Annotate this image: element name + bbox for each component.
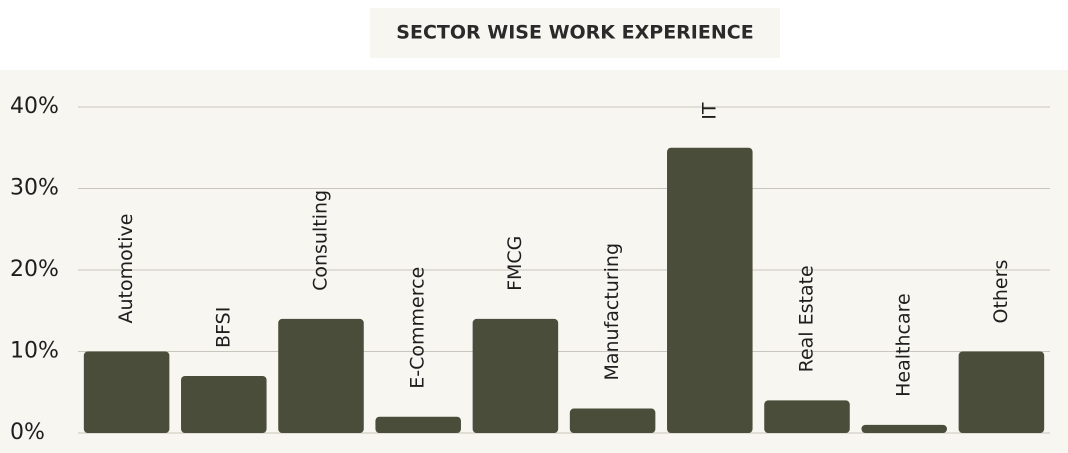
- y-tick-label: 20%: [10, 257, 59, 282]
- y-tick-label: 40%: [10, 94, 59, 119]
- category-label: Consulting: [310, 190, 332, 291]
- bar: [667, 147, 753, 433]
- bar: [181, 375, 267, 433]
- category-label: IT: [698, 102, 720, 120]
- category-label: Others: [990, 260, 1012, 324]
- y-tick-label: 30%: [10, 176, 59, 201]
- category-label: Manufacturing: [601, 243, 623, 381]
- category-label: Automotive: [115, 214, 137, 324]
- category-label: Healthcare: [893, 293, 915, 397]
- y-tick-label: 10%: [10, 339, 59, 364]
- category-label: E-Commerce: [407, 267, 429, 389]
- category-label: FMCG: [504, 236, 526, 291]
- bar: [861, 424, 947, 433]
- bar: [764, 400, 850, 433]
- bar: [278, 318, 364, 433]
- bar: [569, 408, 656, 433]
- bar: [472, 318, 559, 433]
- bar: [958, 351, 1045, 433]
- bar: [375, 416, 461, 433]
- title-box: [370, 8, 780, 58]
- y-tick-label: 0%: [10, 420, 45, 445]
- chart-title: SECTOR WISE WORK EXPERIENCE: [396, 22, 753, 44]
- bar: [83, 351, 170, 433]
- category-label: Real Estate: [796, 265, 818, 372]
- category-label: BFSI: [212, 307, 234, 348]
